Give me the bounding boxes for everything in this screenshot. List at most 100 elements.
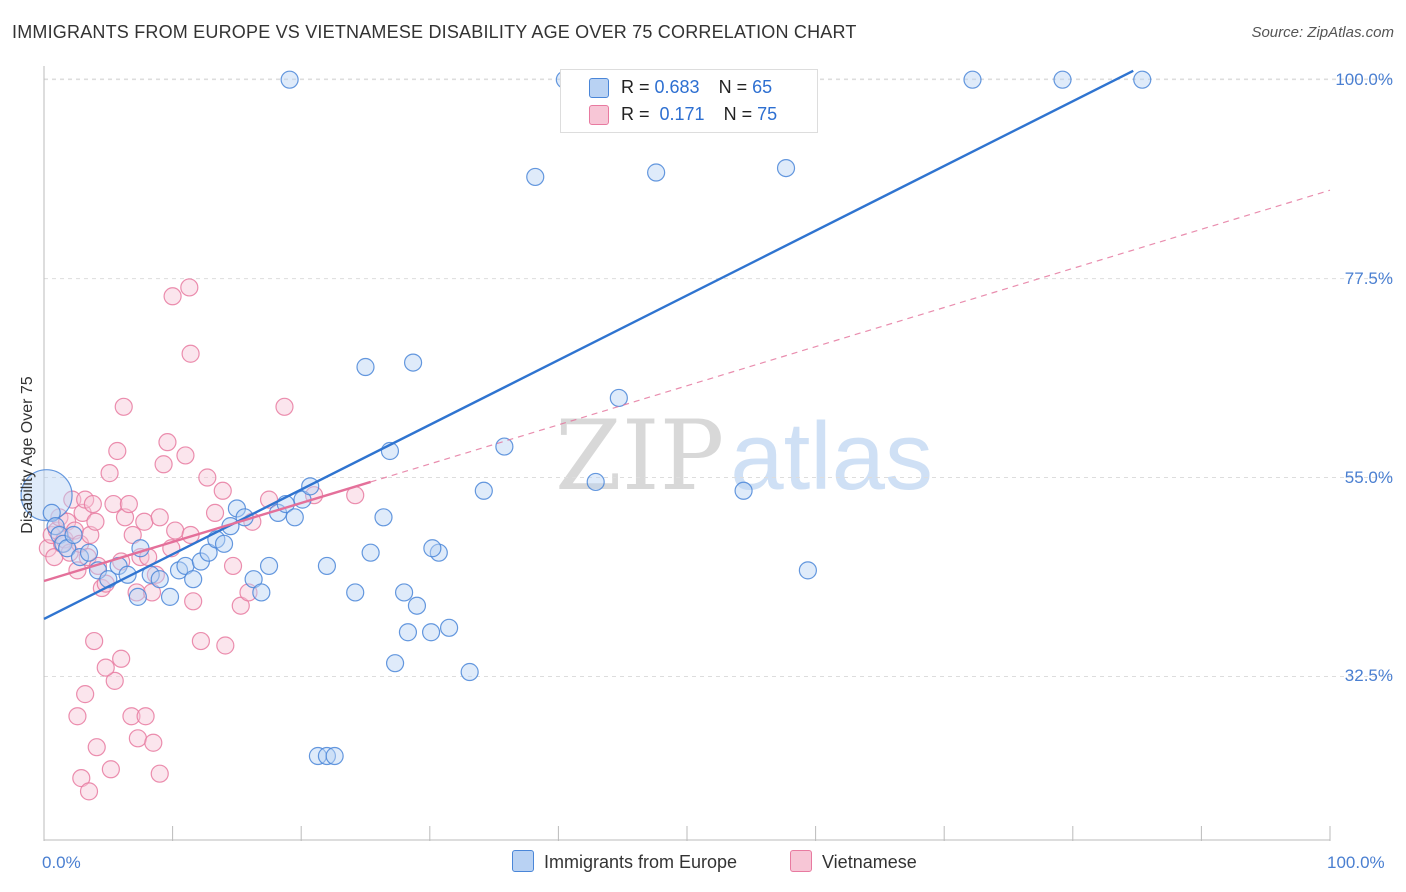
- y-tick-label-1: 77.5%: [1344, 268, 1393, 288]
- point-europe-65: [734, 481, 753, 500]
- x-tick-label-min: 0.0%: [42, 853, 81, 872]
- point-europe-53: [423, 539, 442, 558]
- regression-extension-vietnamese: [370, 189, 1331, 483]
- point-europe-7: [70, 547, 90, 567]
- point-europe-30: [259, 556, 279, 576]
- point-europe-49: [439, 618, 459, 637]
- point-europe-40: [346, 583, 365, 602]
- point-vietnamese-39: [166, 521, 185, 540]
- point-vietnamese-17: [83, 494, 102, 514]
- point-europe-61: [1133, 70, 1152, 89]
- point-europe-60: [963, 70, 982, 89]
- legend-swatch-vietnamese: [589, 105, 609, 125]
- point-europe-29: [252, 583, 271, 602]
- point-europe-66: [586, 472, 605, 492]
- point-vietnamese-53: [136, 707, 155, 726]
- point-europe-13: [128, 587, 147, 606]
- legend-row-europe: R = 0.683 N = 65: [621, 77, 772, 98]
- point-europe-55: [526, 167, 545, 187]
- point-vietnamese-49: [87, 738, 106, 757]
- legend-label-vietnamese: Vietnamese: [822, 852, 917, 872]
- chart-title: IMMIGRANTS FROM EUROPE VS VIETNAMESE DIS…: [12, 22, 857, 42]
- r-label: R =: [621, 77, 655, 97]
- point-vietnamese-63: [198, 468, 217, 487]
- y-tick-label-3: 32.5%: [1344, 666, 1393, 686]
- point-europe-56: [280, 70, 299, 89]
- n-value-europe: 65: [752, 77, 773, 97]
- legend-label-europe: Immigrants from Europe: [544, 852, 738, 872]
- point-vietnamese-52: [128, 729, 147, 748]
- point-vietnamese-57: [180, 278, 199, 297]
- point-vietnamese-24: [108, 441, 127, 461]
- point-vietnamese-42: [105, 671, 124, 690]
- point-europe-62: [495, 437, 514, 456]
- legend-item-vietnamese: Vietnamese: [790, 850, 917, 874]
- r-value-vietnamese: 0.171: [654, 104, 705, 124]
- point-vietnamese-45: [76, 685, 95, 704]
- point-vietnamese-22: [100, 464, 119, 483]
- point-europe-35: [301, 477, 320, 496]
- point-europe-50: [394, 583, 414, 602]
- point-vietnamese-18: [86, 512, 105, 531]
- point-vietnamese-46: [68, 707, 87, 726]
- point-europe-17: [160, 587, 180, 606]
- legend-swatch-europe: [589, 78, 609, 98]
- point-europe-54: [460, 662, 479, 682]
- x-tick-label-max: 100.0%: [1327, 853, 1385, 872]
- n-label: N =: [718, 77, 753, 97]
- correlation-legend: R = 0.683 N = 65 R = 0.171 N = 75: [560, 69, 818, 133]
- n-label: N =: [723, 104, 758, 124]
- point-europe-45: [403, 353, 423, 372]
- point-europe-64: [474, 481, 493, 500]
- point-vietnamese-35: [150, 508, 169, 527]
- legend-swatch-europe-bottom: [512, 850, 534, 873]
- point-vietnamese-36: [154, 455, 173, 474]
- point-europe-38: [325, 746, 344, 766]
- legend-row-vietnamese: R = 0.171 N = 75: [621, 104, 777, 125]
- point-europe-42: [356, 357, 375, 377]
- y-tick-label-2: 55.0%: [1344, 467, 1393, 487]
- point-vietnamese-44: [85, 631, 104, 651]
- point-europe-67: [798, 561, 817, 580]
- point-europe-2: [46, 517, 65, 536]
- point-vietnamese-51: [122, 707, 141, 726]
- point-europe-37: [317, 746, 337, 766]
- point-vietnamese-23: [104, 494, 123, 514]
- legend-swatch-vietnamese-bottom: [790, 850, 812, 873]
- point-vietnamese-31: [135, 512, 154, 531]
- point-vietnamese-27: [119, 494, 138, 514]
- point-vietnamese-59: [176, 446, 195, 465]
- point-europe-51: [385, 654, 405, 673]
- source-label: Source: ZipAtlas.com: [1251, 24, 1394, 41]
- point-vietnamese-48: [79, 782, 99, 801]
- point-vietnamese-37: [158, 433, 177, 452]
- point-vietnamese-58: [181, 344, 200, 363]
- point-europe-63: [609, 388, 628, 408]
- point-europe-39: [317, 556, 337, 576]
- point-vietnamese-54: [144, 733, 163, 752]
- point-vietnamese-67: [223, 556, 243, 576]
- point-vietnamese-43: [96, 658, 115, 677]
- point-europe-20: [184, 570, 203, 589]
- point-vietnamese-61: [184, 592, 203, 611]
- point-vietnamese-70: [275, 397, 294, 416]
- point-europe-52: [407, 596, 427, 615]
- r-label: R =: [621, 104, 655, 124]
- y-tick-label-0: 100.0%: [1335, 69, 1393, 89]
- point-europe-8: [79, 543, 99, 562]
- point-europe-47: [421, 623, 441, 642]
- point-europe-16: [150, 570, 169, 589]
- r-value-europe: 0.683: [654, 77, 700, 97]
- point-europe-46: [398, 623, 418, 642]
- point-vietnamese-64: [205, 503, 225, 522]
- point-europe-33: [285, 508, 304, 527]
- point-vietnamese-50: [101, 760, 120, 779]
- point-vietnamese-55: [150, 764, 169, 783]
- point-europe-24: [214, 534, 234, 553]
- point-vietnamese-56: [163, 287, 182, 306]
- point-vietnamese-62: [191, 631, 210, 651]
- regression-line-europe: [43, 69, 1134, 621]
- n-value-vietnamese: 75: [757, 104, 778, 124]
- point-vietnamese-65: [213, 481, 232, 500]
